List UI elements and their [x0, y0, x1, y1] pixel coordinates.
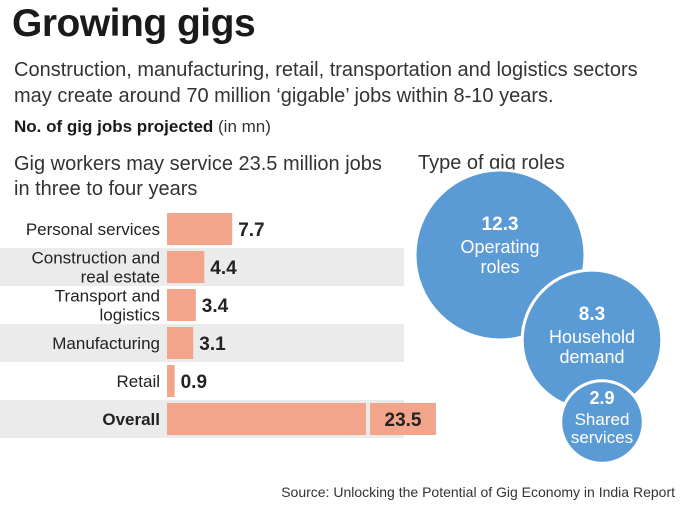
bubble-chart-heading: Type of gig roles — [418, 152, 565, 174]
bubble-label-shared-services: services — [571, 428, 633, 447]
measure-unit: (in mn) — [218, 117, 271, 136]
chart-title: Growing gigs — [12, 2, 256, 45]
category-label-transport-and-logistics: Transport and logistics — [55, 287, 160, 325]
value-label-construction-and-real-estate: 4.4 — [210, 258, 237, 279]
value-label-transport-and-logistics: 3.4 — [202, 296, 229, 317]
category-label-line: Retail — [117, 372, 160, 391]
bubble-label-household-demand: Household — [549, 327, 635, 347]
category-label-overall: Overall — [102, 410, 160, 429]
value-label-overall: 23.5 — [385, 410, 422, 431]
bar-series: Personal services 7.7 Construction and real… — [26, 213, 436, 435]
category-label-line: logistics — [100, 306, 160, 325]
category-label-line: real estate — [81, 268, 160, 287]
value-label-personal-services: 7.7 — [238, 220, 264, 241]
value-label-retail: 0.9 — [181, 372, 207, 393]
category-label-line: Personal services — [26, 220, 160, 239]
category-label-manufacturing: Manufacturing — [52, 334, 160, 353]
category-label-line: Manufacturing — [52, 334, 160, 353]
bubble-value-shared-services: 2.9 — [589, 388, 614, 408]
category-label-line: Overall — [102, 410, 160, 429]
bar-transport-and-logistics — [167, 289, 196, 321]
bar-overall — [167, 403, 366, 435]
bar-chart-heading: Gig workers may service 23.5 million job… — [14, 153, 382, 200]
bar-personal-services — [167, 213, 233, 245]
category-label-retail: Retail — [117, 372, 160, 391]
bubble-shared-services — [559, 379, 645, 465]
chart-subtitle: Construction, manufacturing, retail, tra… — [14, 59, 638, 107]
bar-manufacturing — [167, 327, 194, 359]
overall-value-box — [370, 403, 436, 435]
value-label-manufacturing: 3.1 — [199, 334, 226, 355]
category-label-construction-and-real-estate: Construction and real estate — [31, 249, 160, 287]
bar-retail — [167, 365, 175, 397]
measure-bold: No. of gig jobs projected — [14, 117, 214, 136]
bubble-label-household-demand: demand — [559, 347, 624, 367]
category-label-personal-services: Personal services — [26, 220, 160, 239]
bubble-label-shared-services: Shared — [575, 410, 630, 429]
bubble-value-operating-roles: 12.3 — [482, 214, 519, 235]
bubble-label-operating-roles: roles — [480, 257, 519, 277]
bar-construction-and-real-estate — [167, 251, 205, 283]
measure-label: No. of gig jobs projected (in mn) — [14, 117, 271, 137]
category-label-line: Transport and — [55, 287, 160, 306]
source-note: Source: Unlocking the Potential of Gig E… — [281, 484, 675, 500]
category-label-line: Construction and — [31, 249, 160, 268]
bubble-label-operating-roles: Operating — [460, 237, 539, 257]
bubble-value-household-demand: 8.3 — [579, 304, 605, 325]
row-band-manufacturing — [0, 324, 404, 362]
